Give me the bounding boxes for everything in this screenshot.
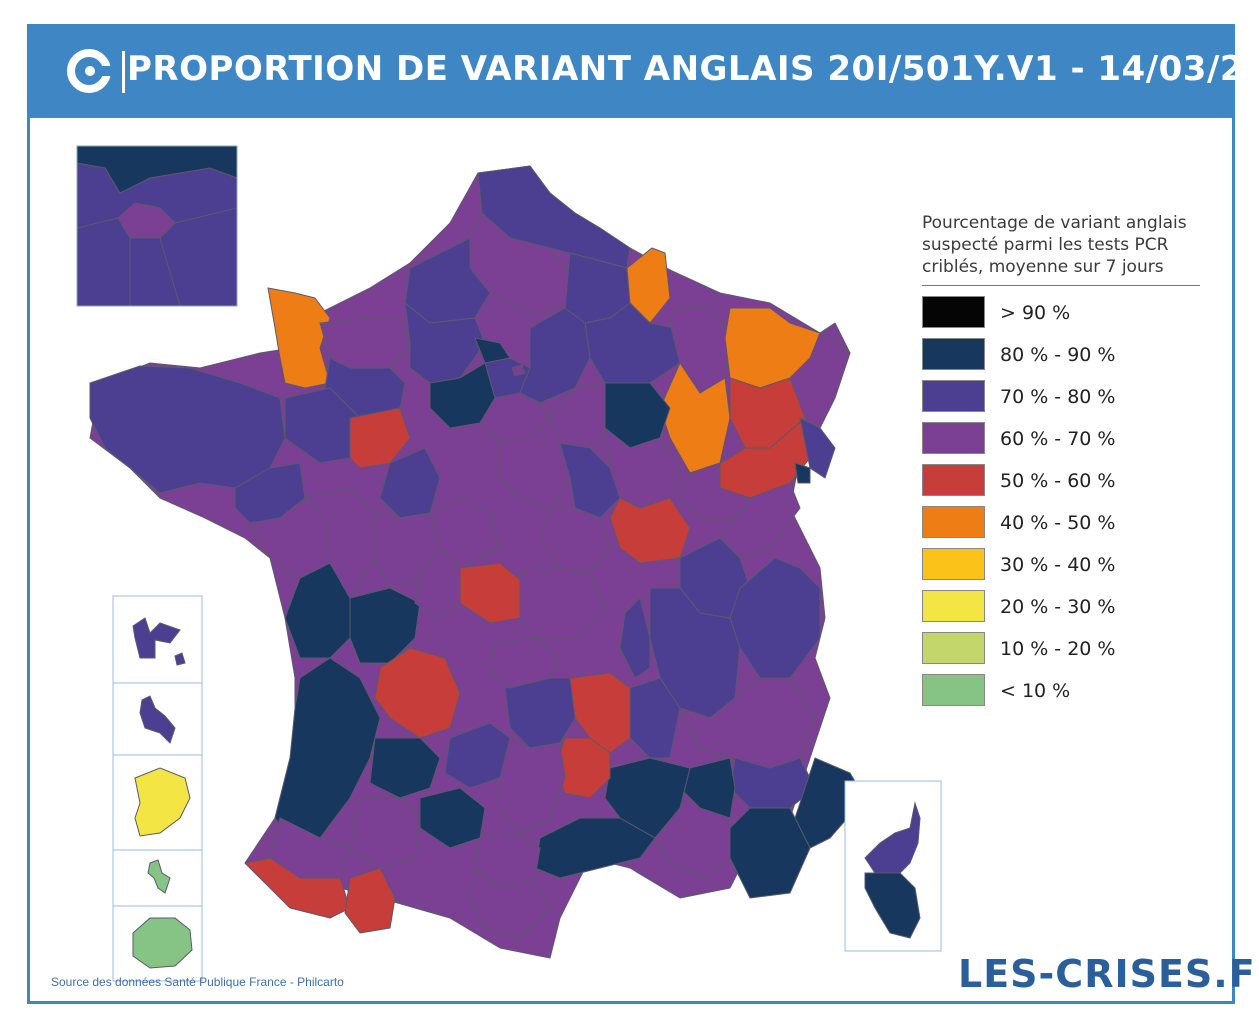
legend-swatch bbox=[922, 506, 985, 538]
region-aude bbox=[469, 867, 551, 939]
region-herault bbox=[534, 817, 656, 879]
region-charente bbox=[349, 587, 421, 664]
region-allier bbox=[539, 507, 611, 574]
region-lot-et-garonne bbox=[369, 737, 441, 799]
brand-logo[interactable]: LES-CRISES.FR bbox=[958, 952, 1259, 996]
paris-inset bbox=[76, 145, 238, 307]
legend-swatch bbox=[922, 296, 985, 328]
legend-label: 60 % - 70 % bbox=[1000, 428, 1116, 450]
legend-swatch bbox=[922, 380, 985, 412]
title-bar: PROPORTION DE VARIANT ANGLAIS 20I/501Y.V… bbox=[30, 27, 1259, 118]
legend-title-line: Pourcentage de variant anglais bbox=[922, 213, 1187, 233]
legend-title-line: suspecté parmi les tests PCR bbox=[922, 235, 1169, 255]
legend-swatch bbox=[922, 338, 985, 370]
region-paris bbox=[511, 364, 526, 377]
region-deux-sevres bbox=[304, 487, 376, 599]
legend-item: 70 % - 80 % bbox=[922, 380, 1222, 414]
poster-frame: PROPORTION DE VARIANT ANGLAIS 20I/501Y.V… bbox=[27, 24, 1259, 1004]
legend-item: > 90 % bbox=[922, 296, 1222, 330]
legend-swatch bbox=[922, 422, 985, 454]
region-dordogne bbox=[374, 647, 461, 739]
page-title: PROPORTION DE VARIANT ANGLAIS 20I/501Y.V… bbox=[127, 49, 1259, 89]
legend-swatch bbox=[922, 632, 985, 664]
legend-label: < 10 % bbox=[1000, 680, 1071, 702]
region-drome bbox=[679, 677, 816, 769]
region-belfort bbox=[794, 462, 811, 484]
les-crises-logo-icon bbox=[67, 49, 111, 93]
region-hautes-pyrenees bbox=[344, 867, 396, 934]
mayotte-shape bbox=[147, 859, 171, 894]
legend-label: 10 % - 20 % bbox=[1000, 638, 1116, 660]
legend-label: 20 % - 30 % bbox=[1000, 596, 1116, 618]
legend-divider bbox=[922, 285, 1200, 286]
legend-item: 60 % - 70 % bbox=[922, 422, 1222, 456]
legend-title: Pourcentage de variant anglais suspecté … bbox=[922, 212, 1222, 278]
source-note: Source des données Santé Publique France… bbox=[51, 975, 344, 989]
legend-label: 40 % - 50 % bbox=[1000, 512, 1116, 534]
legend-label: 80 % - 90 % bbox=[1000, 344, 1116, 366]
legend-item: 50 % - 60 % bbox=[922, 464, 1222, 498]
legend-label: 70 % - 80 % bbox=[1000, 386, 1116, 408]
martinique-shape bbox=[139, 695, 176, 744]
guyane-shape bbox=[134, 767, 191, 837]
france-map bbox=[76, 145, 942, 982]
legend-swatch bbox=[922, 464, 985, 496]
guadeloupe-shape bbox=[132, 617, 181, 659]
legend-swatch bbox=[922, 590, 985, 622]
region-puy-de-dome bbox=[519, 567, 606, 639]
region-lot bbox=[444, 722, 511, 789]
region-gard bbox=[604, 757, 691, 839]
legend-swatch bbox=[922, 548, 985, 580]
title-separator bbox=[122, 51, 125, 93]
region-aveyron bbox=[494, 737, 566, 834]
region-nievre bbox=[559, 442, 621, 519]
overseas-insets bbox=[112, 595, 203, 982]
region-loire bbox=[619, 597, 651, 679]
legend-label: > 90 % bbox=[1000, 302, 1071, 324]
corsica-inset bbox=[844, 780, 942, 952]
legend-item: < 10 % bbox=[922, 674, 1222, 708]
region-gironde-landes bbox=[274, 657, 381, 849]
region-haute-loire bbox=[569, 672, 631, 754]
legend-label: 30 % - 40 % bbox=[1000, 554, 1116, 576]
legend-item: 10 % - 20 % bbox=[922, 632, 1222, 666]
region-haute-vienne bbox=[414, 547, 461, 619]
legend-item: 80 % - 90 % bbox=[922, 338, 1222, 372]
legend-swatch bbox=[922, 674, 985, 706]
region-haut-rhin bbox=[799, 417, 836, 479]
reunion-shape bbox=[132, 917, 193, 969]
legend-title-line: criblés, moyenne sur 7 jours bbox=[922, 257, 1164, 277]
legend-item: 40 % - 50 % bbox=[922, 506, 1222, 540]
legend-item: 20 % - 30 % bbox=[922, 590, 1222, 624]
legend-item: 30 % - 40 % bbox=[922, 548, 1222, 582]
legend-label: 50 % - 60 % bbox=[1000, 470, 1116, 492]
